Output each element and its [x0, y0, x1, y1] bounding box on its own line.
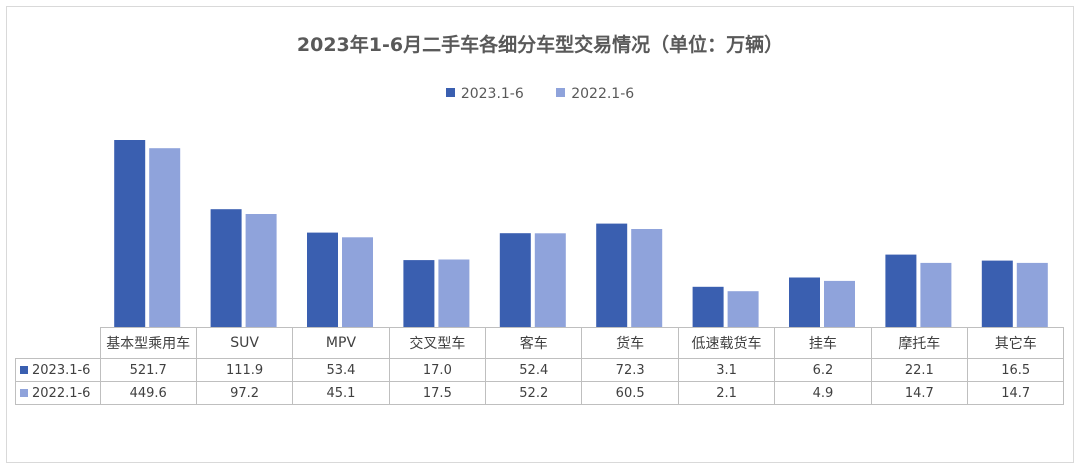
value-2022-4: 52.2 [485, 381, 583, 405]
value-2023-2: 53.4 [292, 358, 390, 382]
value-2022-2: 45.1 [292, 381, 390, 405]
category-label-3: 交叉型车 [388, 327, 487, 359]
data-table-row-label-2022: 2022.1-6 [15, 381, 101, 405]
data-table-header-row: 基本型乘用车 SUV MPV 交叉型车 客车 货车 低速载货车 挂车 摩托车 其它车 [15, 327, 1065, 359]
value-2022-7: 4.9 [774, 381, 872, 405]
category-label-8: 摩托车 [870, 327, 969, 359]
value-2023-9: 16.5 [967, 358, 1065, 382]
category-label-2: MPV [292, 327, 390, 359]
data-table-row-2022: 2022.1-6 449.6 97.2 45.1 17.5 52.2 60.5 2.1 4.9… [15, 381, 1065, 405]
row-swatch-2022 [20, 388, 28, 397]
legend-item-2022: 2022.1-6 [556, 86, 634, 102]
value-2023-8: 22.1 [870, 358, 969, 382]
bar-2023-8 [885, 254, 917, 327]
value-2022-0: 449.6 [99, 381, 197, 405]
legend: 2023.1-6 2022.1-6 [0, 86, 1080, 102]
value-2022-1: 97.2 [195, 381, 294, 405]
value-2022-5: 60.5 [581, 381, 679, 405]
legend-swatch-2023 [445, 88, 455, 97]
value-2023-5: 72.3 [581, 358, 679, 382]
bar-2023-9 [981, 260, 1013, 327]
value-2022-8: 14.7 [870, 381, 969, 405]
bar-2023-5 [596, 223, 628, 327]
bar-2023-4 [499, 233, 531, 327]
bar-2022-2 [342, 237, 373, 327]
category-label-9: 其它车 [967, 327, 1065, 359]
value-2023-6: 3.1 [677, 358, 776, 382]
bar-2022-4 [534, 233, 566, 327]
bar-2022-7 [824, 280, 855, 327]
bar-2023-3 [403, 260, 435, 327]
value-2023-0: 521.7 [99, 358, 197, 382]
value-2023-1: 111.9 [195, 358, 294, 382]
row-swatch-2023 [20, 365, 28, 374]
chart-title: 2023年1-6月二手车各细分车型交易情况（单位：万辆） [296, 34, 784, 56]
bar-2023-6 [692, 286, 724, 327]
value-2022-9: 14.7 [967, 381, 1065, 405]
value-2022-6: 2.1 [677, 381, 776, 405]
bar-2023-0 [114, 140, 146, 327]
bar-2022-0 [149, 148, 181, 327]
value-2023-3: 17.0 [388, 358, 487, 382]
legend-swatch-2022 [556, 88, 566, 97]
data-table-row-label-2023: 2023.1-6 [15, 358, 101, 382]
data-table-corner [15, 327, 101, 359]
bar-2022-3 [438, 259, 470, 327]
category-label-7: 挂车 [774, 327, 872, 359]
category-label-6: 低速载货车 [677, 327, 776, 359]
category-label-1: SUV [195, 327, 294, 359]
value-2022-3: 17.5 [388, 381, 487, 405]
bar-2022-1 [245, 214, 277, 327]
bar-2023-7 [789, 277, 820, 327]
bar-2022-8 [920, 262, 952, 327]
bar-2022-6 [727, 291, 759, 327]
bar-2023-2 [307, 232, 338, 327]
value-2023-7: 6.2 [774, 358, 872, 382]
data-table: 基本型乘用车 SUV MPV 交叉型车 客车 货车 低速载货车 挂车 摩托车 其它车 2023.1… [15, 327, 1065, 405]
legend-label-2023: 2023.1-6 [460, 86, 524, 102]
category-label-0: 基本型乘用车 [99, 327, 197, 359]
category-label-5: 货车 [581, 327, 679, 359]
legend-item-2023: 2023.1-6 [445, 86, 524, 102]
data-table-row-2023: 2023.1-6 521.7 111.9 53.4 17.0 52.4 72.3 3.1 6.… [15, 358, 1065, 382]
category-label-4: 客车 [485, 327, 583, 359]
bar-2022-5 [631, 229, 663, 327]
legend-label-2022: 2022.1-6 [571, 86, 635, 102]
bar-2022-9 [1016, 262, 1048, 327]
value-2023-4: 52.4 [485, 358, 583, 382]
bar-2023-1 [210, 209, 242, 327]
